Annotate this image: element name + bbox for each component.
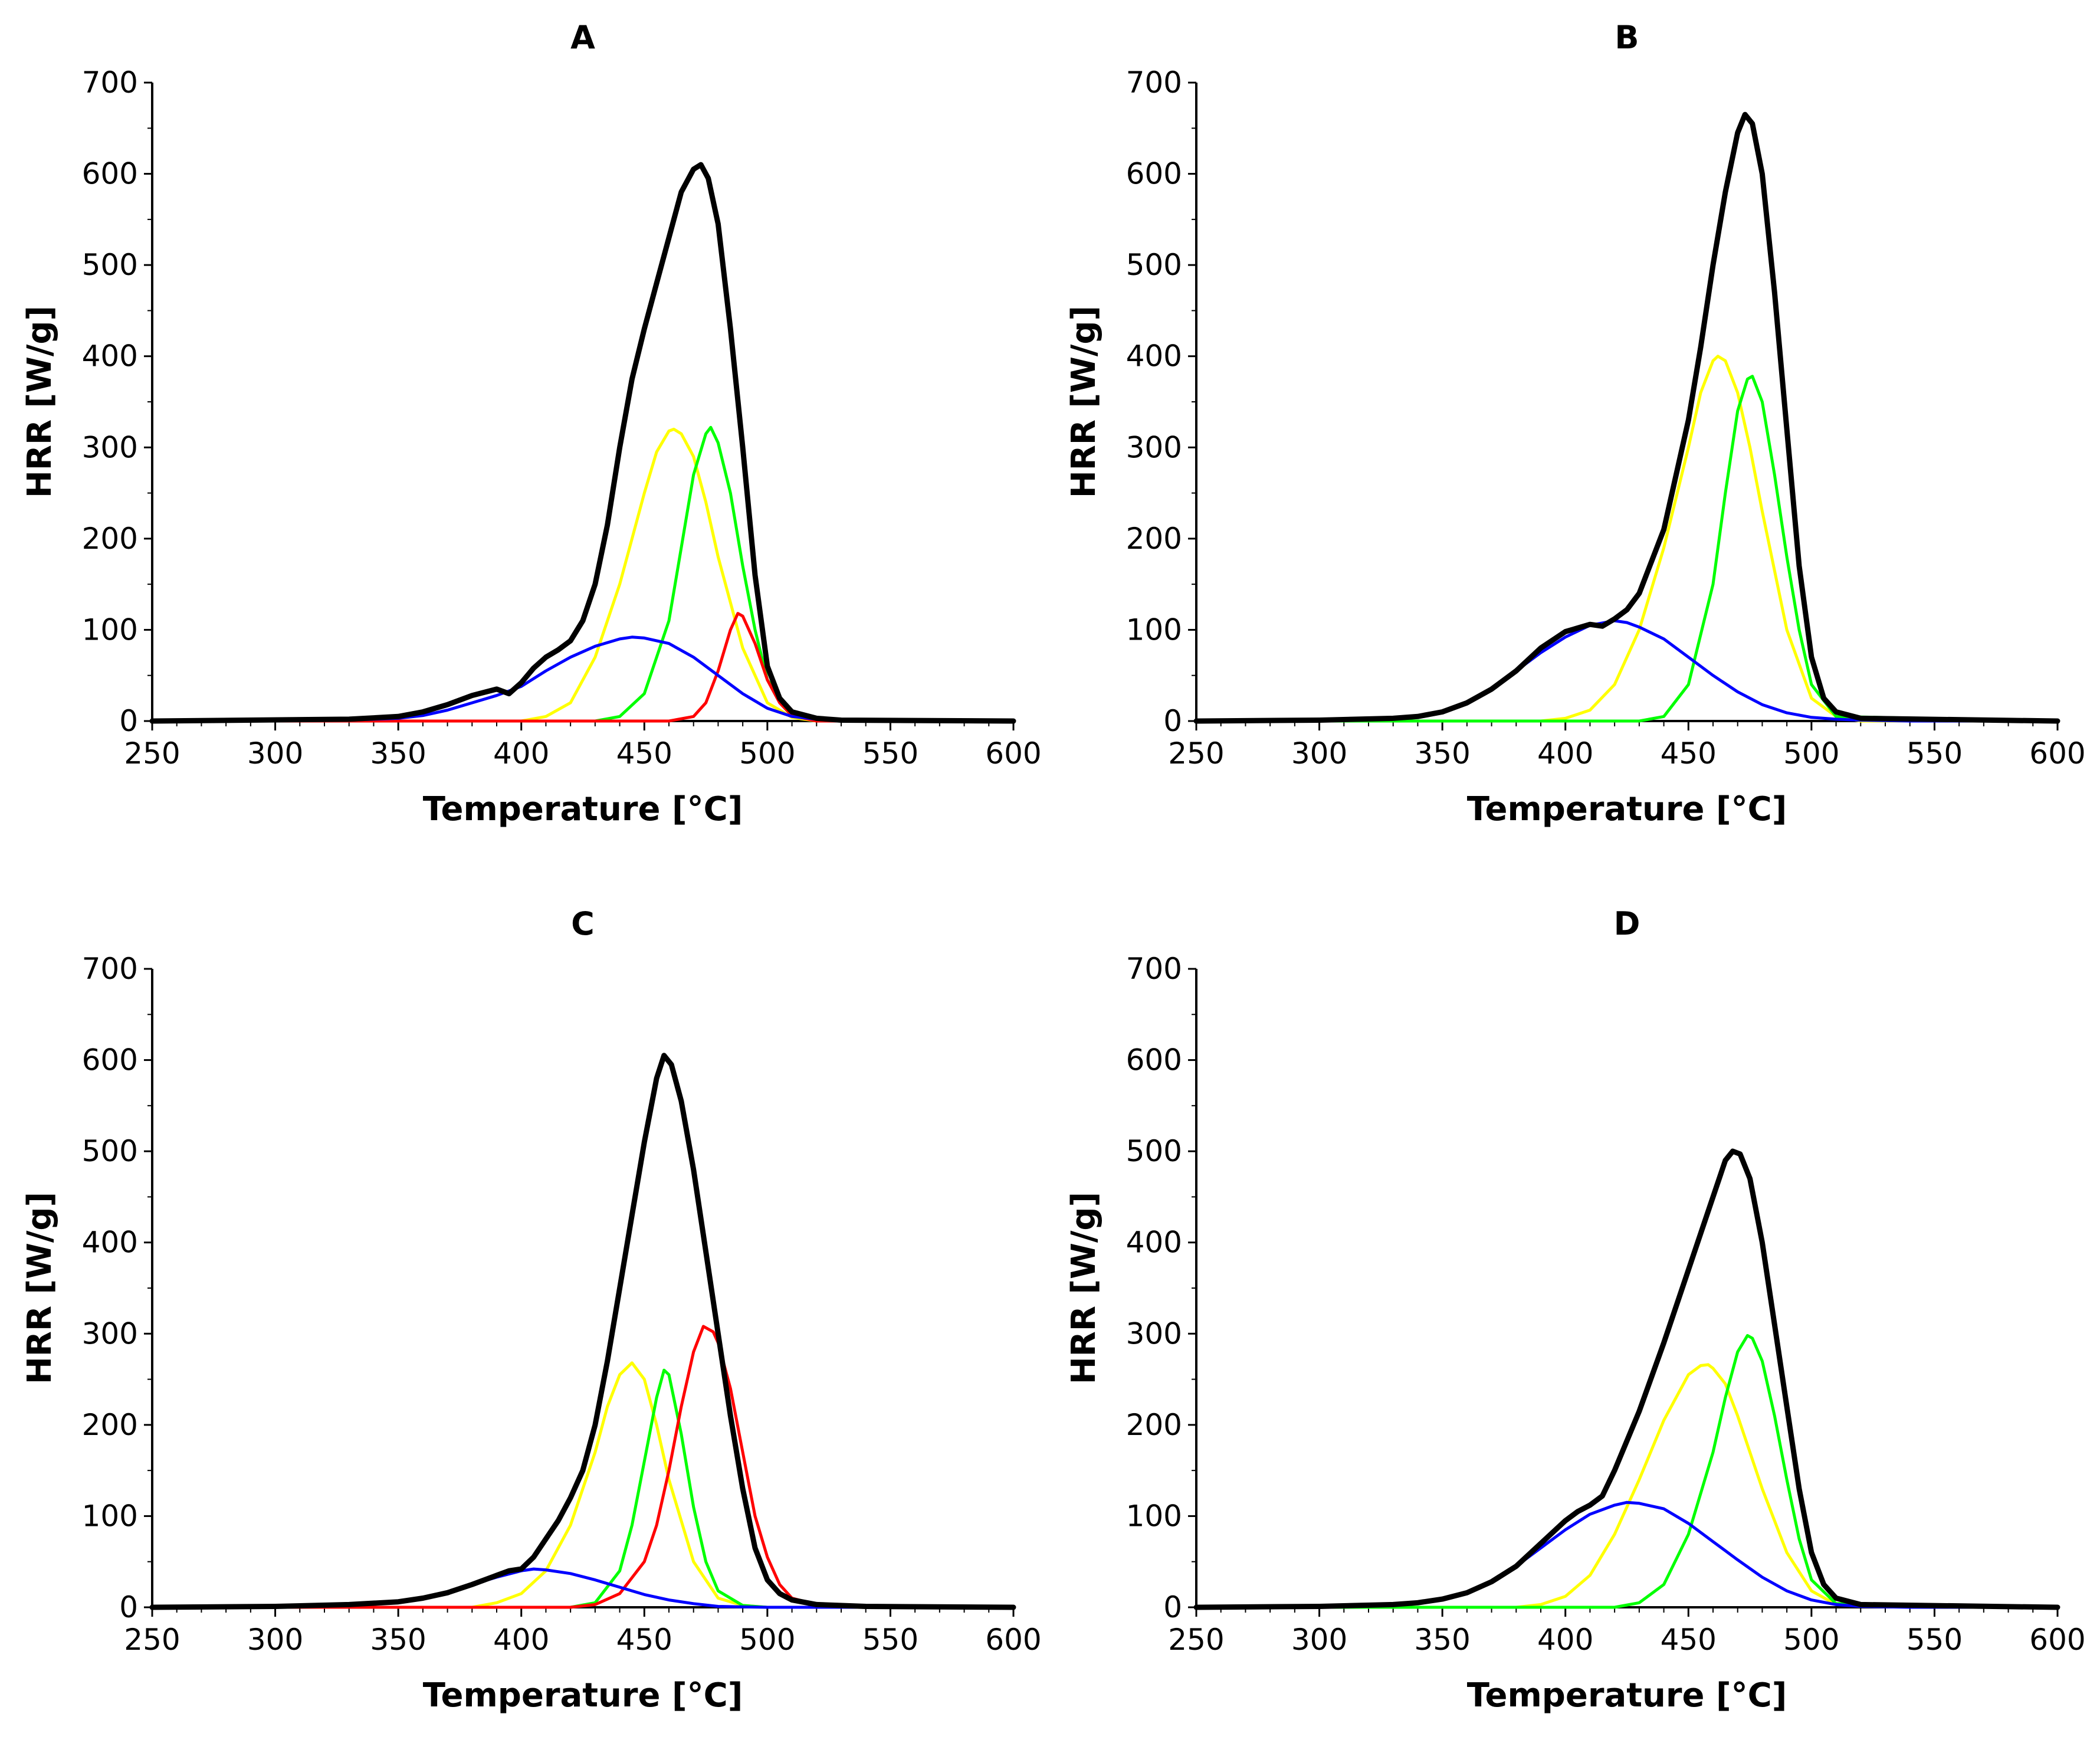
y-tick-label: 500: [1126, 248, 1182, 282]
y-tick-label: 0: [119, 704, 138, 738]
x-tick-label: 450: [1661, 736, 1717, 771]
y-tick-label: 400: [82, 1226, 138, 1260]
y-tick-label: 200: [1126, 1408, 1182, 1442]
x-tick-label: 500: [1783, 1623, 1839, 1657]
y-axis-label: HRR [W/g]: [1065, 1192, 1103, 1384]
series-line-black: [1193, 1148, 2060, 1610]
x-tick-label: 250: [1168, 736, 1224, 771]
x-tick-label: 400: [493, 1623, 549, 1657]
x-tick-label: 350: [370, 1623, 426, 1657]
series-line-green: [1195, 1334, 2059, 1609]
y-tick-label: 300: [1126, 1316, 1182, 1351]
y-tick-label: 300: [1126, 430, 1182, 464]
x-tick-label: 400: [1537, 1623, 1593, 1657]
x-tick-label: 350: [1414, 736, 1470, 771]
y-tick-label: 0: [1163, 704, 1182, 738]
panel-title: D: [1614, 905, 1640, 942]
chart-panel-d: D 0 100 200 300 400 500 600 700 250 300 350 400 450 50…: [1065, 905, 2086, 1715]
y-tick-label: 500: [82, 248, 138, 282]
series-line-red: [150, 1325, 1015, 1609]
series-line-yellow: [1195, 355, 2059, 723]
x-tick-label: 300: [247, 1623, 303, 1657]
series-line-blue: [150, 1567, 1015, 1609]
x-tick-label: 550: [1907, 736, 1963, 771]
y-tick-label: 400: [82, 339, 138, 374]
series-line-green: [150, 1368, 1015, 1609]
y-tick-label: 200: [82, 522, 138, 556]
panel-title: B: [1615, 19, 1639, 56]
y-tick-label: 100: [82, 1499, 138, 1533]
y-axis-label: HRR [W/g]: [1065, 306, 1103, 498]
x-tick-label: 300: [1291, 736, 1347, 771]
series-line-blue: [1195, 619, 2059, 723]
y-axis-label: HRR [W/g]: [21, 1192, 59, 1384]
x-tick-label: 350: [370, 736, 426, 771]
y-tick-label: 0: [1163, 1590, 1182, 1624]
x-axis-label: Temperature [°C]: [1467, 1676, 1787, 1715]
x-tick-label: 550: [862, 1623, 918, 1657]
series-line-black: [149, 1053, 1016, 1610]
series-line-red: [150, 612, 1015, 723]
y-tick-label: 200: [82, 1408, 138, 1442]
x-tick-label: 600: [985, 1623, 1041, 1657]
x-tick-label: 300: [1291, 1623, 1347, 1657]
y-tick-label: 0: [119, 1590, 138, 1624]
y-tick-label: 600: [82, 1043, 138, 1077]
x-tick-label: 400: [493, 736, 549, 771]
x-axis-label: Temperature [°C]: [423, 790, 743, 828]
y-tick-label: 600: [1126, 1043, 1182, 1077]
x-tick-label: 600: [2029, 1623, 2085, 1657]
x-tick-label: 450: [616, 736, 672, 771]
y-tick-label: 700: [1126, 65, 1182, 100]
x-tick-label: 500: [739, 736, 795, 771]
x-tick-label: 250: [124, 736, 180, 771]
y-tick-label: 100: [82, 612, 138, 647]
y-tick-label: 100: [1126, 1499, 1182, 1533]
x-axis-label: Temperature [°C]: [423, 1676, 743, 1715]
x-tick-label: 600: [2029, 736, 2085, 771]
x-tick-label: 250: [1168, 1623, 1224, 1657]
chart-panel-b: B 0 100 200 300 400 500 600 700 250 300 350 400 450 50…: [1065, 19, 2086, 828]
x-tick-label: 450: [616, 1623, 672, 1657]
y-tick-label: 200: [1126, 522, 1182, 556]
y-tick-label: 100: [1126, 612, 1182, 647]
x-tick-label: 500: [1783, 736, 1839, 771]
x-tick-label: 500: [739, 1623, 795, 1657]
y-tick-label: 700: [82, 952, 138, 986]
series-line-yellow: [150, 427, 1015, 723]
x-tick-label: 400: [1537, 736, 1593, 771]
x-tick-label: 300: [247, 736, 303, 771]
y-tick-label: 400: [1126, 1226, 1182, 1260]
series-line-black: [1193, 112, 2060, 724]
series-line-blue: [1195, 1500, 2059, 1609]
x-tick-label: 550: [1907, 1623, 1963, 1657]
series-line-yellow: [150, 1361, 1015, 1609]
y-tick-label: 600: [82, 157, 138, 191]
x-tick-label: 550: [862, 736, 918, 771]
x-tick-label: 250: [124, 1623, 180, 1657]
chart-panel-a: A 0 100 200 300 400 500 600 700 250 300 350 400 450 50…: [21, 19, 1042, 828]
series-line-blue: [150, 635, 1015, 723]
y-tick-label: 400: [1126, 339, 1182, 374]
panel-title: C: [571, 905, 595, 942]
series-line-black: [149, 162, 1016, 724]
y-axis-label: HRR [W/g]: [21, 306, 59, 498]
y-tick-label: 500: [82, 1134, 138, 1168]
x-tick-label: 450: [1661, 1623, 1717, 1657]
series-line-green: [1195, 375, 2059, 723]
y-tick-label: 700: [1126, 952, 1182, 986]
y-tick-label: 300: [82, 1316, 138, 1351]
x-axis-label: Temperature [°C]: [1467, 790, 1787, 828]
y-tick-label: 700: [82, 65, 138, 100]
x-tick-label: 350: [1414, 1623, 1470, 1657]
y-tick-label: 500: [1126, 1134, 1182, 1168]
y-tick-label: 300: [82, 430, 138, 464]
chart-panel-c: C 0 100 200 300 400 500 600 700 250 300 350 400 450 50…: [21, 905, 1042, 1715]
panel-title: A: [570, 19, 595, 56]
series-line-yellow: [1195, 1363, 2059, 1609]
y-tick-label: 600: [1126, 157, 1182, 191]
x-tick-label: 600: [985, 736, 1041, 771]
